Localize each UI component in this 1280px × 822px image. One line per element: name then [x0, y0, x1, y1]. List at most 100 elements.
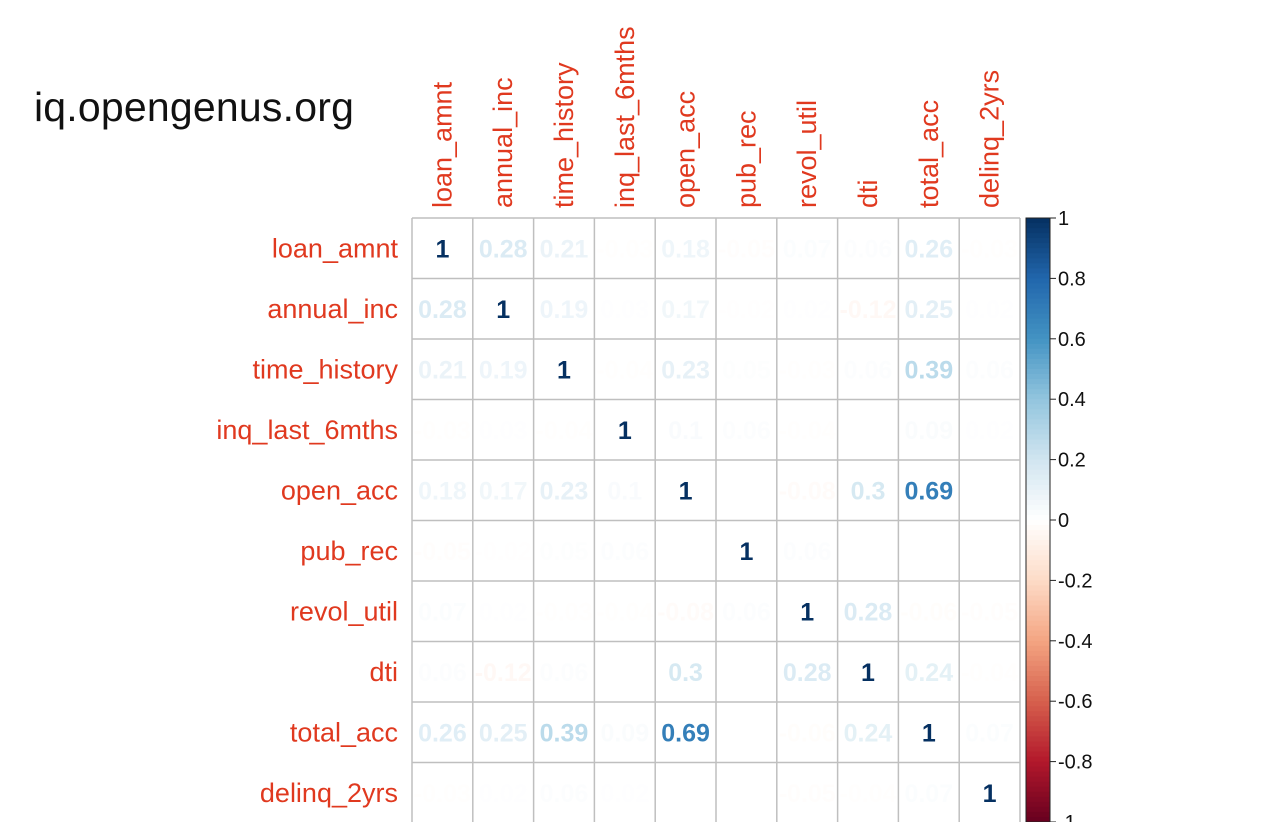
cell-value-label: 0.28: [479, 235, 528, 263]
heatmap-cell: [776, 520, 838, 581]
colorbar-tick-label: -1: [1058, 812, 1076, 822]
heatmap-cell: [898, 702, 960, 763]
heatmap-cell: [959, 460, 1020, 521]
colorbar: 1 0.8 0.6 0.4 0.2 0 -0.2 -0.4 -0.6 -0.8 -1: [1025, 208, 1092, 822]
heatmap-cell: [533, 702, 595, 763]
heatmap-cell: [655, 702, 716, 763]
cell-value-label: 0.1: [607, 477, 642, 505]
cell-value-label: 0.18: [418, 477, 467, 505]
cell-value-label: 0.39: [540, 719, 589, 747]
heatmap-cell: [898, 762, 960, 822]
colorbar-tick-label: 0: [1058, 510, 1069, 532]
colorbar-segment: [1026, 509, 1050, 516]
colorbar-segment: [1026, 469, 1050, 476]
cell-value-label: -0.03: [779, 356, 836, 384]
heatmap-cell: [655, 278, 716, 339]
cell-value-label: -0.04: [961, 659, 1018, 687]
colorbar-segment: [1026, 525, 1050, 531]
colorbar-segment: [1026, 716, 1050, 722]
cell-value-label: 0.17: [661, 296, 710, 324]
cell-value-label: -0.03: [596, 235, 653, 263]
cell-value-label: 0.21: [540, 235, 589, 263]
heatmap-cell: [412, 762, 473, 822]
cell-value-label: 0.01: [722, 780, 771, 808]
heatmap-cell: [655, 339, 716, 400]
column-label: annual_inc: [488, 77, 518, 208]
colorbar-segment: [1026, 560, 1050, 566]
heatmap-cell: [837, 218, 899, 279]
colorbar-segment: [1026, 726, 1050, 732]
heatmap-cell: [959, 702, 1020, 763]
cell-value-label: 0.02: [783, 296, 832, 324]
colorbar-segment: [1026, 645, 1050, 652]
colorbar-segment: [1026, 318, 1050, 325]
colorbar-segment: [1026, 585, 1050, 592]
heatmap-cell: [412, 520, 473, 581]
heatmap-cell: [898, 641, 960, 702]
cell-value-label: 0.02: [965, 296, 1014, 324]
heatmap-cell: [776, 278, 838, 339]
colorbar-segment: [1026, 298, 1050, 305]
colorbar-segment: [1026, 404, 1050, 410]
cell-value-label: 0.01: [965, 477, 1014, 505]
column-label: dti: [853, 179, 883, 208]
colorbar-segment: [1026, 479, 1050, 486]
cell-value-label: 0.01: [965, 538, 1014, 566]
colorbar-segment: [1026, 228, 1050, 234]
column-label: open_acc: [671, 91, 701, 208]
heatmap-cell: [472, 460, 534, 521]
heatmap-cell: [594, 702, 656, 763]
cell-value-label: 0.03: [600, 296, 649, 324]
colorbar-segment: [1026, 761, 1050, 768]
cell-value-label: 0.06: [540, 780, 589, 808]
heatmap-cell: [776, 581, 838, 642]
cell-value-label: -0.06: [779, 719, 836, 747]
cell-value-label: -0.05: [961, 598, 1018, 626]
colorbar-segment: [1026, 681, 1050, 687]
row-label: annual_inc: [267, 294, 398, 324]
cell-value-label: 0.01: [661, 780, 710, 808]
cell-value-label: 0.28: [844, 598, 893, 626]
colorbar-segment: [1026, 721, 1050, 727]
heatmap-cell: [959, 520, 1020, 581]
cell-value-label: 0.39: [904, 356, 953, 384]
colorbar-segment: [1026, 343, 1050, 350]
heatmap-cell: [472, 520, 534, 581]
heatmap-cell: [655, 460, 716, 521]
cell-value-label: 0.18: [661, 235, 710, 263]
heatmap-cell: [472, 762, 534, 822]
colorbar-segment: [1026, 595, 1050, 602]
colorbar-segment: [1026, 736, 1050, 743]
heatmap-cells: [412, 218, 1020, 822]
cell-value-label: -0.12: [840, 296, 897, 324]
cell-value-label: -0.04: [840, 780, 897, 808]
heatmap-cell: [716, 399, 777, 460]
cell-value-label: -0.04: [536, 417, 593, 445]
cell-value-label: -0.01: [718, 719, 775, 747]
colorbar-segment: [1026, 454, 1050, 461]
cell-value-label: 0.24: [844, 719, 893, 747]
cell-value-label: -0.05: [414, 538, 471, 566]
cell-value-label: -0.04: [596, 598, 653, 626]
cell-value-label: 1: [861, 659, 875, 687]
cell-value-label: 0.05: [540, 538, 589, 566]
cell-value-label: -0.08: [657, 598, 714, 626]
colorbar-segment: [1026, 625, 1050, 632]
colorbar-tick-label: 0.2: [1058, 450, 1086, 472]
cell-value-label: 0.26: [418, 719, 467, 747]
heatmap-cell: [412, 399, 473, 460]
heatmap-cell: [412, 278, 473, 339]
cell-value-label: 0.23: [540, 477, 589, 505]
colorbar-segment: [1026, 369, 1050, 375]
cell-value-label: 0.02: [600, 780, 649, 808]
heatmap-cell: [533, 520, 595, 581]
colorbar-segment: [1026, 394, 1050, 400]
colorbar-segment: [1026, 268, 1050, 274]
cell-value-label: -0.06: [900, 598, 957, 626]
colorbar-segment: [1026, 791, 1050, 798]
watermark: iq.opengenus.org: [34, 84, 355, 130]
cell-value-label: 1: [679, 477, 693, 505]
colorbar-segment: [1026, 419, 1050, 425]
cell-value-label: 0.06: [722, 598, 771, 626]
